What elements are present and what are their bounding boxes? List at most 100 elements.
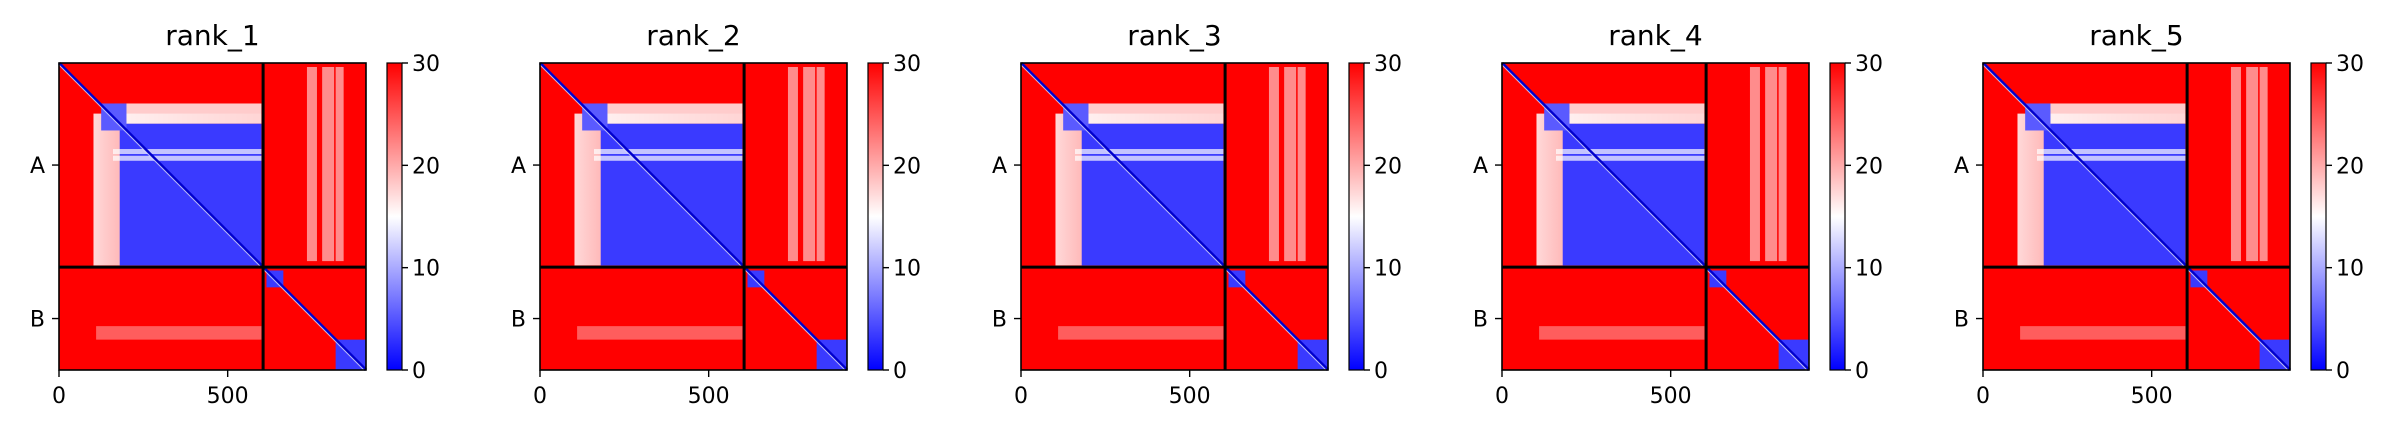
colorbar	[867, 62, 884, 371]
offdiag-streak-1	[787, 67, 798, 262]
offdiag-streak-1	[1268, 67, 1279, 262]
colorbar-tick-label: 0	[893, 359, 907, 384]
diagonal	[538, 61, 849, 372]
heatmap-frame	[1020, 62, 1329, 371]
diagonal-highlight	[1501, 64, 1808, 371]
panel-title: rank_5	[2089, 19, 2183, 52]
y-chain-label: B	[511, 308, 526, 333]
colorbar-tick-label: 30	[2336, 52, 2364, 77]
x-tick-label: 0	[1495, 384, 1509, 409]
diagonal-highlight	[1020, 64, 1327, 371]
colorbar-tick-label: 20	[2336, 154, 2364, 179]
offdiag-streak-3	[1778, 67, 1787, 262]
diagonal	[57, 61, 368, 372]
offdiag-streak-3	[816, 67, 825, 262]
chain-a-band-2	[2036, 155, 2186, 161]
heatmap-frame	[1982, 62, 2291, 371]
colorbar-tick-label: 10	[2336, 257, 2364, 282]
colorbar-tick-label: 30	[1374, 52, 1402, 77]
x-tick-label: 500	[1169, 384, 1211, 409]
lower-left-texture	[2020, 326, 2186, 340]
colorbar-tick-label: 0	[1855, 359, 1869, 384]
offdiag-streak-1	[2230, 67, 2241, 262]
colorbar	[386, 62, 403, 371]
diagonal-highlight	[58, 64, 365, 371]
colorbar-tick-label: 10	[412, 257, 440, 282]
lower-left-texture	[577, 326, 743, 340]
x-tick-label: 0	[1014, 384, 1028, 409]
panel-title: rank_3	[1127, 19, 1221, 52]
offdiag-streak-2	[803, 67, 816, 262]
colorbar	[1348, 62, 1365, 371]
x-tick-label: 500	[2131, 384, 2173, 409]
chain-a-fade-top	[1557, 103, 1705, 124]
diagonal-highlight	[1982, 64, 2289, 371]
offdiag-streak-2	[2246, 67, 2259, 262]
colorbar	[2310, 62, 2327, 371]
panel-5: rank_5 A B 0 500 0 10 20 30	[1954, 19, 2364, 409]
colorbar-tick-label: 10	[893, 257, 921, 282]
chain-a-band-2	[1074, 155, 1224, 161]
chain-a-band-1	[1555, 149, 1705, 155]
heatmap-frame	[58, 62, 367, 371]
panel-title: rank_4	[1608, 19, 1702, 52]
panel-1: rank_1 A B 0 500 0 10 20 30	[30, 19, 440, 409]
chain-a-fade-top	[2038, 103, 2186, 124]
y-chain-label: B	[992, 308, 1007, 333]
colorbar-tick-label: 20	[412, 154, 440, 179]
x-tick-label: 500	[207, 384, 249, 409]
colorbar-tick-label: 30	[1855, 52, 1883, 77]
diagonal	[1500, 61, 1811, 372]
y-chain-label: A	[992, 154, 1007, 179]
colorbar-tick-label: 30	[412, 52, 440, 77]
offdiag-streak-2	[1284, 67, 1297, 262]
chain-a-band-1	[593, 149, 743, 155]
x-tick-label: 500	[688, 384, 730, 409]
offdiag-streak-1	[1749, 67, 1760, 262]
y-chain-label: B	[30, 308, 45, 333]
lower-left-texture	[96, 326, 262, 340]
diagonal	[1019, 61, 1330, 372]
colorbar-tick-label: 30	[893, 52, 921, 77]
chain-a-fade-top	[114, 103, 262, 124]
colorbar-tick-label: 20	[893, 154, 921, 179]
chain-a-fade-top	[1076, 103, 1224, 124]
x-tick-label: 0	[1976, 384, 1990, 409]
chain-a-band-1	[1074, 149, 1224, 155]
y-chain-label: B	[1473, 308, 1488, 333]
y-chain-label: B	[1954, 308, 1969, 333]
colorbar-tick-label: 20	[1374, 154, 1402, 179]
y-chain-label: A	[1473, 154, 1488, 179]
colorbar-tick-label: 20	[1855, 154, 1883, 179]
chain-a-band-1	[2036, 149, 2186, 155]
chain-a-band-2	[1555, 155, 1705, 161]
colorbar-tick-label: 10	[1855, 257, 1883, 282]
panel-title: rank_1	[165, 19, 259, 52]
offdiag-streak-3	[2259, 67, 2268, 262]
panel-4: rank_4 A B 0 500 0 10 20 30	[1473, 19, 1883, 409]
lower-left-texture	[1058, 326, 1224, 340]
y-chain-label: A	[1954, 154, 1969, 179]
chain-a-band-2	[112, 155, 262, 161]
colorbar-tick-label: 0	[1374, 359, 1388, 384]
diagonal-highlight	[539, 64, 846, 371]
y-chain-label: A	[30, 154, 45, 179]
colorbar-tick-label: 10	[1374, 257, 1402, 282]
offdiag-streak-2	[322, 67, 335, 262]
panel-2: rank_2 A B 0 500 0 10 20 30	[511, 19, 921, 409]
chain-a-band-1	[112, 149, 262, 155]
x-tick-label: 0	[52, 384, 66, 409]
colorbar-tick-label: 0	[2336, 359, 2350, 384]
colorbar-tick-label: 0	[412, 359, 426, 384]
panel-3: rank_3 A B 0 500 0 10 20 30	[992, 19, 1402, 409]
heatmap-frame	[1501, 62, 1810, 371]
lower-left-texture	[1539, 326, 1705, 340]
offdiag-streak-3	[1297, 67, 1306, 262]
chain-a-fade-top	[595, 103, 743, 124]
y-chain-label: A	[511, 154, 526, 179]
offdiag-streak-2	[1765, 67, 1778, 262]
heatmap-frame	[539, 62, 848, 371]
offdiag-streak-1	[306, 67, 317, 262]
colorbar	[1829, 62, 1846, 371]
